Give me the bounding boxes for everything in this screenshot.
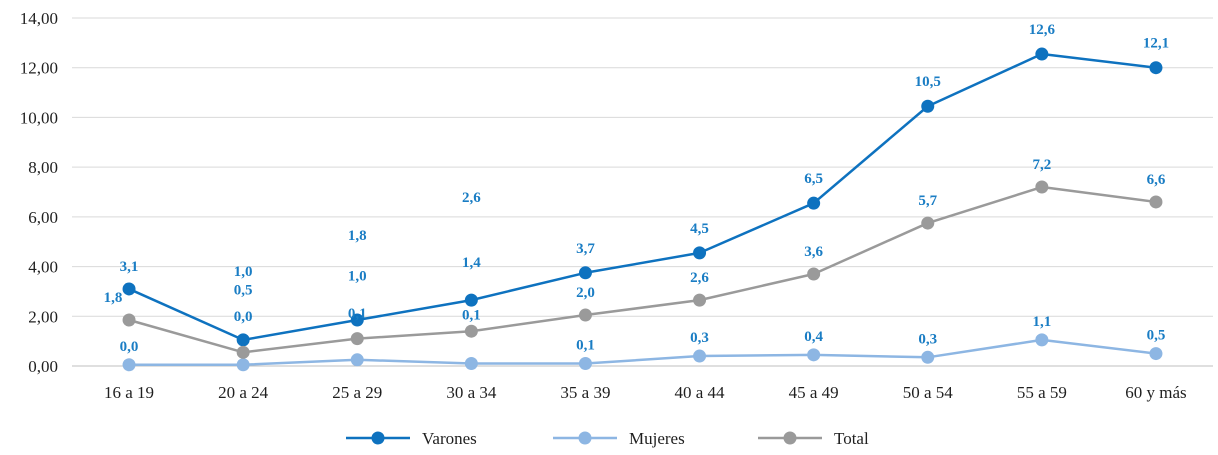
data-point-total (693, 293, 707, 307)
x-tick-label: 60 y más (1125, 383, 1186, 402)
data-point-varones (350, 313, 364, 327)
data-point-varones (1149, 61, 1163, 75)
data-label-total: 5,7 (918, 193, 937, 209)
data-label-mujeres: 1,1 (1032, 314, 1051, 330)
data-point-varones (1035, 47, 1049, 61)
series-lines (122, 47, 1163, 372)
y-axis-tick-labels: 0,00 2,00 4,00 6,00 8,00 10,00 12,00 14,00 (20, 9, 58, 376)
data-point-mujeres (236, 358, 250, 372)
data-point-mujeres (693, 349, 707, 363)
y-tick-label: 6,00 (28, 208, 58, 227)
data-point-total (578, 308, 592, 322)
data-labels: 3,1 1,0 1,8 2,6 3,7 4,5 6,5 10,5 12,6 12,1 0,0 0,0 0… (104, 22, 1169, 355)
data-point-total (122, 313, 136, 327)
data-label-mujeres: 0,3 (918, 331, 937, 347)
y-tick-label: 12,00 (20, 59, 58, 78)
x-tick-label: 55 a 59 (1017, 383, 1067, 402)
data-point-total (350, 332, 364, 346)
gridlines (72, 17, 1213, 317)
series-line-mujeres (129, 338, 1157, 367)
data-label-varones: 12,6 (1029, 22, 1056, 38)
data-point-mujeres (1149, 347, 1163, 361)
data-label-varones: 3,7 (576, 241, 595, 257)
x-axis-tick-labels: 16 a 19 20 a 24 25 a 29 30 a 34 35 a 39 40 a … (104, 383, 1187, 402)
data-point-varones (578, 266, 592, 280)
series-line-total (128, 185, 1157, 354)
data-point-mujeres (578, 357, 592, 371)
data-label-varones: 3,1 (120, 259, 139, 275)
data-point-total (807, 267, 821, 281)
data-label-total: 2,6 (690, 270, 709, 286)
x-tick-label: 40 a 44 (675, 383, 726, 402)
data-label-mujeres: 0,1 (462, 308, 481, 324)
data-label-mujeres: 0,0 (120, 339, 139, 355)
data-label-varones: 6,5 (804, 171, 823, 187)
data-label-varones: 1,0 (234, 264, 253, 280)
data-point-total (921, 216, 935, 230)
y-tick-label: 8,00 (28, 158, 58, 177)
data-point-varones (807, 196, 821, 210)
data-point-total (464, 324, 478, 338)
data-point-mujeres (464, 357, 478, 371)
data-label-mujeres: 0,1 (348, 306, 367, 322)
y-tick-label: 0,00 (28, 357, 58, 376)
data-label-varones: 12,1 (1143, 36, 1169, 52)
data-label-total: 1,8 (104, 290, 123, 306)
data-label-mujeres: 0,1 (576, 338, 595, 354)
legend-marker-total (783, 431, 797, 445)
data-point-varones (464, 293, 478, 307)
data-label-total: 1,4 (462, 255, 481, 271)
data-label-total: 0,5 (234, 282, 253, 298)
data-label-total: 6,6 (1147, 172, 1166, 188)
x-tick-label: 16 a 19 (104, 383, 154, 402)
data-point-varones (122, 282, 136, 296)
series-line-varones (128, 52, 1157, 342)
data-label-total: 3,6 (804, 244, 823, 260)
data-label-varones: 10,5 (915, 74, 941, 90)
y-tick-label: 14,00 (20, 9, 58, 28)
data-label-mujeres: 0,5 (1147, 328, 1166, 344)
x-tick-label: 20 a 24 (218, 383, 269, 402)
data-point-total (236, 345, 250, 359)
data-label-varones: 2,6 (462, 190, 481, 206)
data-label-mujeres: 0,3 (690, 330, 709, 346)
legend: Varones Mujeres Total (346, 429, 869, 448)
x-tick-label: 45 a 49 (789, 383, 839, 402)
data-point-mujeres (122, 358, 136, 372)
data-point-mujeres (807, 348, 821, 362)
x-tick-label: 25 a 29 (332, 383, 382, 402)
legend-marker-varones (371, 431, 385, 445)
data-label-mujeres: 0,4 (804, 329, 823, 345)
data-point-varones (693, 246, 707, 260)
y-tick-label: 4,00 (28, 258, 58, 277)
y-tick-label: 10,00 (20, 108, 58, 127)
x-tick-label: 35 a 39 (560, 383, 610, 402)
data-point-varones (236, 333, 250, 347)
legend-marker-mujeres (578, 431, 592, 445)
legend-label-total: Total (834, 429, 869, 448)
data-label-varones: 4,5 (690, 221, 709, 237)
data-point-mujeres (921, 350, 935, 364)
legend-label-varones: Varones (422, 429, 477, 448)
y-tick-label: 2,00 (28, 307, 58, 326)
data-point-varones (921, 99, 935, 113)
data-point-total (1149, 195, 1163, 209)
data-label-total: 1,0 (348, 269, 367, 285)
data-label-varones: 1,8 (348, 228, 367, 244)
data-point-mujeres (350, 353, 364, 367)
x-tick-label: 50 a 54 (903, 383, 954, 402)
x-tick-label: 30 a 34 (446, 383, 497, 402)
legend-label-mujeres: Mujeres (629, 429, 685, 448)
data-label-mujeres: 0,0 (234, 309, 253, 325)
data-point-total (1035, 180, 1049, 194)
data-label-total: 7,2 (1032, 157, 1051, 173)
data-label-total: 2,0 (576, 285, 595, 301)
data-point-mujeres (1035, 333, 1049, 347)
